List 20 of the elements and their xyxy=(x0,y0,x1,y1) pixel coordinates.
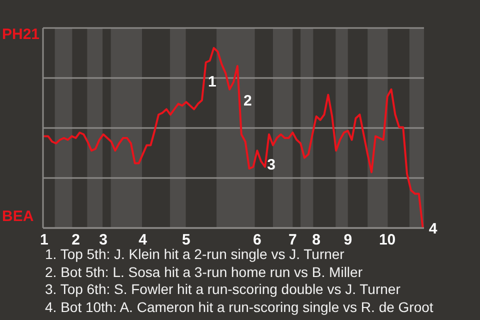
text: 3. Top 6th: S. Fowler hit a run-scoring double vs J. Turner xyxy=(45,281,402,298)
text: BEA xyxy=(2,208,34,226)
x-tick-label: 6 xyxy=(252,231,262,248)
x-tick-label: 3 xyxy=(99,231,108,248)
x-tick-label: 1 xyxy=(40,231,48,248)
x-tick-label: 7 xyxy=(288,231,297,248)
annotation: 1 xyxy=(208,74,216,91)
text: 4. Bot 10th: A. Cameron hit a run-scoring single vs R. de Groot xyxy=(45,298,434,316)
text: 2. Bot 5th: L. Sosa hit a 3-run home run vs B. Miller xyxy=(45,264,364,281)
text: PH21 xyxy=(2,26,40,44)
x-tick-label: 10 xyxy=(378,231,396,248)
text: 1. Top 5th: J. Klein hit a 2-run single vs J. Turner xyxy=(45,246,344,262)
x-tick-label: 5 xyxy=(182,231,190,248)
x-tick-label: 2 xyxy=(72,231,80,248)
x-tick-label: 4 xyxy=(138,231,148,248)
annotation: 2 xyxy=(243,92,252,110)
x-tick-label: 9 xyxy=(344,231,352,248)
annotation: 3 xyxy=(267,156,276,174)
x-tick-label: 8 xyxy=(312,231,320,248)
text: 4 xyxy=(428,220,438,238)
